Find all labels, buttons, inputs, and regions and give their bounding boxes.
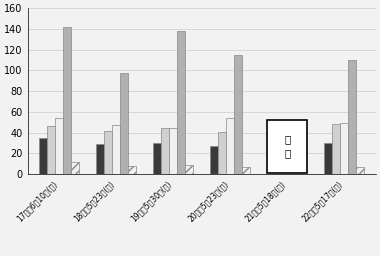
Bar — [185, 165, 193, 174]
Text: 中
止: 中 止 — [284, 134, 290, 158]
Bar — [325, 143, 332, 174]
Bar — [348, 60, 356, 174]
Bar — [39, 138, 47, 174]
Bar — [242, 167, 250, 174]
Bar — [340, 123, 348, 174]
Bar — [161, 129, 169, 174]
Bar — [63, 27, 71, 174]
Bar — [55, 118, 63, 174]
Bar — [332, 124, 340, 174]
Bar — [112, 125, 120, 174]
Bar — [356, 167, 364, 174]
Bar — [234, 55, 242, 174]
Bar — [177, 31, 185, 174]
Bar — [96, 144, 104, 174]
Bar — [268, 120, 307, 173]
Bar — [128, 166, 136, 174]
Bar — [104, 131, 112, 174]
Bar — [153, 143, 161, 174]
Bar — [47, 126, 55, 174]
Bar — [120, 73, 128, 174]
Bar — [169, 129, 177, 174]
Bar — [210, 146, 218, 174]
Bar — [226, 118, 234, 174]
Bar — [71, 162, 79, 174]
Bar — [218, 132, 226, 174]
